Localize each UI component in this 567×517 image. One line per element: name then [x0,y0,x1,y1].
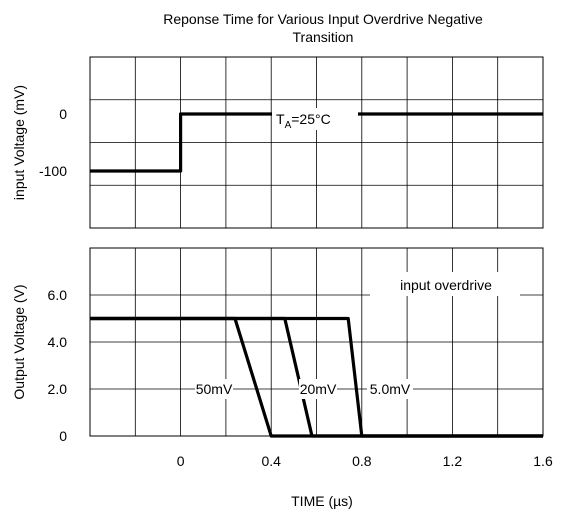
x-tick-label: 0 [177,453,185,469]
x-tick-label: 1.2 [443,453,463,469]
x-tick-label: 0.4 [261,453,281,469]
series-label-bg [367,379,413,399]
plot-frame [89,56,544,229]
y-tick-label: 2.0 [48,381,68,397]
series-label: 50mV [196,381,233,397]
x-tick-label: 0.8 [352,453,372,469]
output-voltage-panel: 6.0 4.0 2.0 0 Output Voltage (V) input overdr… [11,247,544,444]
series-line [90,112,543,173]
series-line-50mv [90,316,543,438]
y-tick-label: 0 [59,106,67,122]
x-axis: 0 0.4 0.8 1.2 1.6 [177,453,553,469]
legend-title-bg [370,272,520,296]
chart-title-line-2: Transition [293,29,354,45]
series-label: 20mV [300,381,337,397]
annotation-bg [272,108,358,130]
legend-title: input overdrive [400,277,492,293]
y-tick-label: 6.0 [48,287,68,303]
y-tick-label: 0 [59,428,67,444]
chart-title-line-1: Reponse Time for Various Input Overdrive… [163,11,483,27]
y-tick-label: 4.0 [48,334,68,350]
y-axis-label: Output Voltage (V) [11,284,27,399]
x-tick-label: 1.6 [533,453,553,469]
temperature-annotation: TA=25°C [276,111,331,131]
y-axis-label: input Voltage (mV) [11,85,27,200]
x-axis-label: TIME (µs) [291,493,353,509]
series-label-bg [299,379,337,399]
series-label-bg [195,379,233,399]
input-voltage-panel: 0 -100 input Voltage (mV) TA=25°C [11,56,544,229]
y-tick-label: -100 [39,163,67,179]
series-label: 5.0mV [370,381,411,397]
